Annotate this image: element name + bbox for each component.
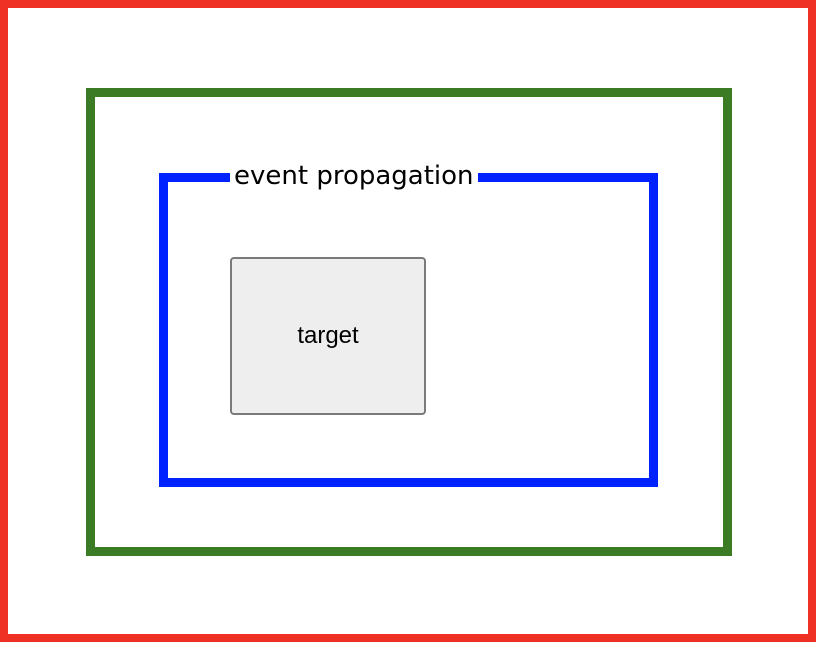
fieldset-legend: event propagation [230, 160, 478, 192]
target-button[interactable]: target [230, 257, 426, 415]
